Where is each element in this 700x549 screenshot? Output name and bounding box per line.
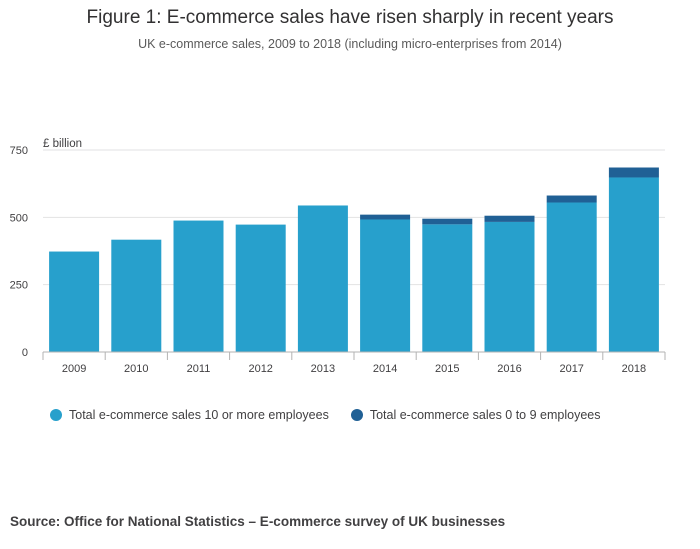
legend-swatch-0-to-9 — [350, 409, 363, 421]
x-tick-label-2011: 2011 — [187, 363, 211, 375]
bar-2018-series-1 — [608, 177, 659, 352]
bar-2013-series-1 — [297, 205, 348, 352]
bar-2018-series-2 — [608, 167, 659, 178]
y-axis-label: £ billion — [43, 138, 82, 150]
bar-2012-series-1 — [235, 224, 286, 352]
chart-legend: Total e-commerce sales 10 or more employ… — [50, 408, 623, 422]
bar-2011-series-1 — [173, 220, 224, 352]
bar-2014-series-2 — [360, 214, 411, 220]
x-tick-label-2014: 2014 — [373, 363, 397, 375]
x-tick-label-2018: 2018 — [622, 363, 646, 375]
bar-2009-series-1 — [49, 251, 100, 352]
bar-2016-series-1 — [484, 221, 535, 352]
source-note: Source: Office for National Statistics –… — [10, 514, 506, 529]
legend-label-10-plus: Total e-commerce sales 10 or more employ… — [69, 408, 329, 422]
legend-label-0-to-9: Total e-commerce sales 0 to 9 employees — [369, 408, 601, 422]
chart-title: Figure 1: E-commerce sales have risen sh… — [86, 7, 614, 28]
x-tick-label-2017: 2017 — [559, 363, 583, 375]
x-tick-label-2010: 2010 — [124, 363, 148, 375]
legend-item-10-plus[interactable]: Total e-commerce sales 10 or more employ… — [50, 408, 329, 422]
y-tick-label-750: 750 — [10, 145, 28, 157]
bar-2015-series-2 — [422, 218, 473, 225]
bar-2015-series-1 — [422, 224, 473, 352]
x-tick-label-2013: 2013 — [311, 363, 335, 375]
legend-item-0-to-9[interactable]: Total e-commerce sales 0 to 9 employees — [350, 408, 601, 422]
bar-2016-series-2 — [484, 215, 535, 222]
x-tick-label-2012: 2012 — [248, 363, 272, 375]
chart-subtitle: UK e-commerce sales, 2009 to 2018 (inclu… — [138, 37, 562, 51]
x-tick-label-2009: 2009 — [62, 363, 86, 375]
bar-2017-series-2 — [546, 195, 597, 203]
bar-2017-series-1 — [546, 202, 597, 352]
bar-2014-series-1 — [360, 219, 411, 352]
legend-swatch-10-plus — [50, 409, 62, 421]
x-tick-label-2016: 2016 — [497, 363, 521, 375]
y-tick-label-500: 500 — [10, 212, 28, 224]
y-tick-label-0: 0 — [22, 347, 28, 359]
bar-2010-series-1 — [111, 239, 162, 352]
y-tick-label-250: 250 — [10, 280, 28, 292]
x-tick-label-2015: 2015 — [435, 363, 459, 375]
